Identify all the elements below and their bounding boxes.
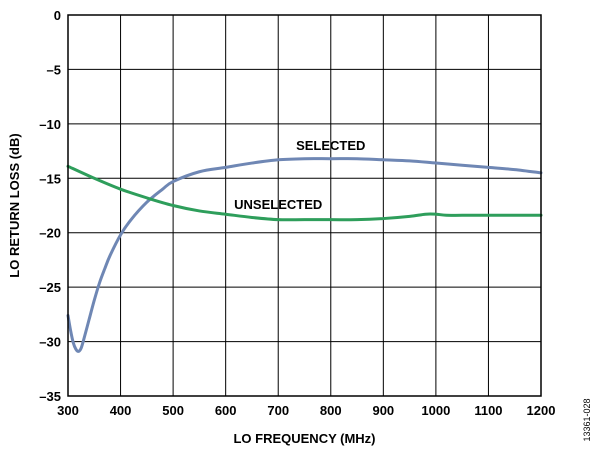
y-tick-label: –15: [39, 171, 61, 186]
x-tick-label: 1100: [474, 403, 502, 418]
x-tick-label: 400: [110, 403, 132, 418]
y-tick-label: –25: [39, 280, 61, 295]
y-axis-title: LO RETURN LOSS (dB): [7, 133, 22, 277]
x-tick-label: 1200: [527, 403, 556, 418]
x-tick-label: 900: [372, 403, 394, 418]
x-tick-label: 300: [57, 403, 79, 418]
y-tick-label: –10: [39, 117, 61, 132]
x-tick-labels: 300 400 500 600 700 800 900 1000 1100 1200: [57, 403, 555, 418]
series-annotations: SELECTED UNSELECTED: [234, 138, 365, 212]
y-tick-labels: 0 –5 –10 –15 –20 –25 –30 –35: [39, 8, 61, 404]
series-lines: [66, 157, 543, 353]
y-tick-label: –30: [39, 335, 61, 350]
y-tick-label: –5: [47, 62, 61, 77]
series-label-unselected: UNSELECTED: [234, 197, 322, 212]
series-line-selected: [66, 157, 543, 353]
x-tick-label: 1000: [421, 403, 450, 418]
series-line-unselected: [66, 164, 543, 222]
x-tick-label: 500: [162, 403, 184, 418]
grid: [68, 15, 541, 396]
series-label-selected: SELECTED: [296, 138, 365, 153]
x-tick-label: 700: [267, 403, 289, 418]
y-tick-label: 0: [54, 8, 61, 23]
x-tick-label: 600: [215, 403, 237, 418]
x-axis-title: LO FREQUENCY (MHz): [233, 431, 375, 446]
y-tick-label: –20: [39, 226, 61, 241]
figure-id: 13361-028: [582, 398, 592, 441]
plot-frame: [67, 14, 542, 397]
x-tick-label: 800: [320, 403, 342, 418]
y-tick-label: –35: [39, 389, 61, 404]
